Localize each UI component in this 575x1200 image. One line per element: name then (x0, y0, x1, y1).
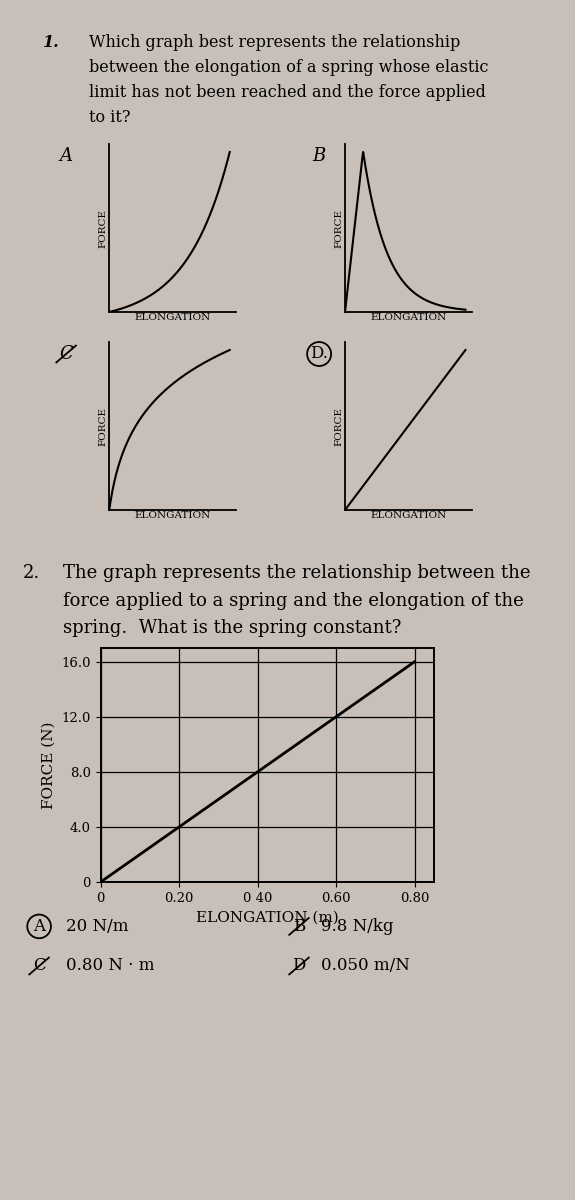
Text: 20 N/m: 20 N/m (66, 918, 129, 935)
Text: C: C (59, 346, 73, 362)
Text: 1.: 1. (43, 34, 60, 50)
X-axis label: ELONGATION: ELONGATION (135, 313, 210, 323)
Text: B: B (293, 918, 305, 935)
Text: between the elongation of a spring whose elastic: between the elongation of a spring whose… (89, 59, 489, 76)
Text: A: A (33, 918, 45, 935)
Y-axis label: FORCE: FORCE (335, 209, 344, 247)
Text: force applied to a spring and the elongation of the: force applied to a spring and the elonga… (63, 592, 524, 610)
Y-axis label: FORCE: FORCE (99, 209, 108, 247)
X-axis label: ELONGATION (m): ELONGATION (m) (196, 911, 339, 924)
Text: spring.  What is the spring constant?: spring. What is the spring constant? (63, 619, 401, 637)
Text: 9.8 N/kg: 9.8 N/kg (321, 918, 393, 935)
X-axis label: ELONGATION: ELONGATION (370, 313, 446, 323)
Text: D: D (292, 958, 306, 974)
Text: to it?: to it? (89, 109, 131, 126)
Text: D.: D. (310, 346, 328, 362)
X-axis label: ELONGATION: ELONGATION (135, 511, 210, 521)
Y-axis label: FORCE (N): FORCE (N) (42, 721, 56, 809)
Text: A: A (60, 146, 72, 164)
Text: C: C (33, 958, 45, 974)
Y-axis label: FORCE: FORCE (335, 407, 344, 445)
Y-axis label: FORCE: FORCE (99, 407, 108, 445)
Text: 0.050 m/N: 0.050 m/N (321, 958, 410, 974)
Text: Which graph best represents the relationship: Which graph best represents the relation… (89, 34, 461, 50)
Text: The graph represents the relationship between the: The graph represents the relationship be… (63, 564, 531, 582)
Text: 2.: 2. (23, 564, 40, 582)
Text: 0.80 N · m: 0.80 N · m (66, 958, 155, 974)
X-axis label: ELONGATION: ELONGATION (370, 511, 446, 521)
Text: limit has not been reached and the force applied: limit has not been reached and the force… (89, 84, 486, 101)
Text: B: B (312, 146, 326, 164)
